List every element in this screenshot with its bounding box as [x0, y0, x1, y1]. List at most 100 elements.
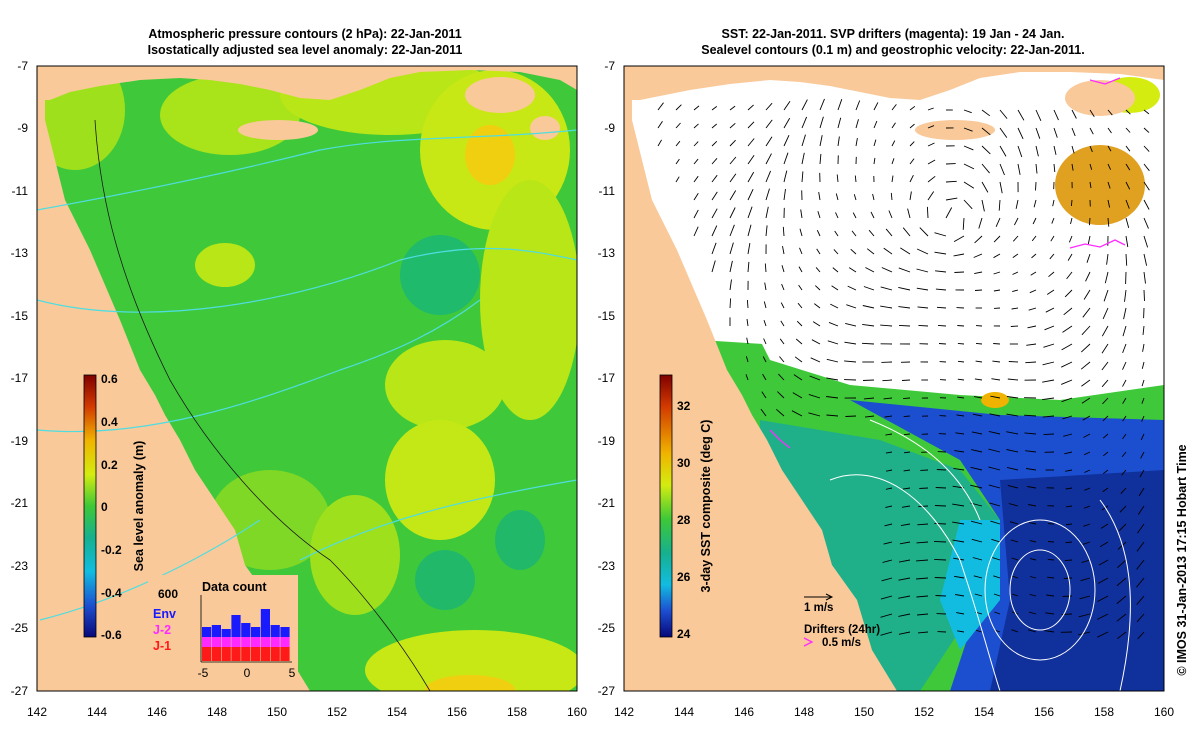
velocity-arrow — [816, 248, 821, 255]
velocity-arrow — [1116, 613, 1127, 622]
velocity-arrow — [991, 378, 1001, 381]
velocity-arrow — [1143, 271, 1146, 284]
velocity-arrow — [974, 235, 983, 244]
velocity-arrow — [1107, 109, 1113, 116]
velocity-arrow — [811, 339, 821, 345]
velocity-arrow — [797, 302, 803, 309]
velocity-arrow — [765, 225, 768, 237]
velocity-arrow — [1046, 594, 1055, 597]
velocity-arrow — [989, 502, 1001, 507]
velocity-arrow — [764, 263, 767, 273]
velocity-arrow — [844, 341, 857, 345]
velocity-arrow — [693, 175, 699, 183]
velocity-arrow — [1143, 163, 1150, 172]
velocity-arrow — [901, 505, 911, 508]
right-islands — [915, 80, 1135, 140]
velocity-arrow — [1066, 271, 1073, 280]
velocity-arrow — [1107, 145, 1112, 152]
velocity-arrow — [1011, 307, 1019, 310]
velocity-arrow — [747, 155, 755, 165]
velocity-arrow — [801, 152, 805, 165]
velocity-arrow — [1116, 577, 1127, 587]
velocity-arrow — [916, 287, 929, 291]
left-x-tick: 160 — [567, 705, 587, 719]
velocity-arrow — [988, 448, 1001, 453]
velocity-arrow — [780, 302, 785, 309]
velocity-arrow — [1031, 253, 1037, 259]
velocity-arrow — [885, 451, 893, 454]
velocity-arrow — [999, 145, 1007, 157]
velocity-arrow — [1080, 343, 1091, 353]
velocity-arrow — [909, 141, 915, 147]
velocity-arrow — [992, 360, 1001, 363]
velocity-arrow — [1043, 433, 1055, 436]
velocity-arrow — [864, 415, 875, 418]
right-x-tick: 156 — [1034, 705, 1054, 719]
velocity-arrow — [1140, 451, 1145, 459]
velocity-arrow — [711, 140, 718, 147]
velocity-arrow — [934, 522, 947, 525]
velocity-arrow — [934, 232, 947, 237]
velocity-arrow — [1136, 577, 1145, 588]
velocity-arrow — [909, 105, 916, 111]
velocity-arrow — [711, 106, 718, 111]
velocity-arrow — [1121, 451, 1127, 458]
velocity-arrow — [729, 224, 735, 237]
velocity-arrow — [837, 136, 840, 147]
velocity-arrow — [1053, 109, 1059, 121]
data-count-bar — [251, 637, 261, 647]
right-x-tick: 148 — [794, 705, 814, 719]
velocity-arrow — [1125, 127, 1131, 133]
velocity-arrow — [988, 484, 1001, 489]
velocity-arrow — [783, 170, 788, 183]
velocity-arrow — [963, 109, 972, 114]
velocity-arrow — [1012, 253, 1019, 258]
left-y-tick: -9 — [17, 121, 28, 135]
velocity-arrow — [808, 393, 821, 399]
velocity-arrow — [1142, 343, 1145, 352]
velocity-arrow — [827, 340, 839, 345]
velocity-arrow — [1012, 235, 1019, 242]
data-count-bar — [280, 637, 290, 647]
velocity-arrow — [884, 523, 893, 527]
velocity-arrow — [1141, 361, 1145, 369]
velocity-arrow — [891, 158, 895, 165]
right-x-axis: 142 144 146 148 150 152 154 156 158 160 — [614, 705, 1174, 719]
velocity-arrow — [993, 271, 1001, 275]
velocity-arrow — [981, 163, 990, 174]
velocity-arrow — [783, 152, 789, 165]
velocity-arrow — [1084, 487, 1091, 491]
velocity-arrow — [1118, 523, 1127, 532]
data-count-x-tick: 5 — [289, 666, 296, 680]
velocity-arrow — [862, 323, 875, 327]
left-y-tick: -27 — [11, 684, 29, 698]
velocity-arrow — [1065, 487, 1073, 490]
velocity-arrow — [826, 377, 839, 381]
velocity-arrow — [927, 142, 935, 147]
velocity-arrow — [848, 267, 857, 273]
right-y-tick: -7 — [604, 59, 615, 73]
velocity-arrow — [1043, 343, 1055, 348]
velocity-arrow — [955, 432, 965, 435]
velocity-arrow — [1065, 541, 1073, 544]
velocity-arrow — [855, 138, 858, 147]
data-count-bar — [241, 647, 251, 661]
velocity-arrow — [873, 120, 878, 129]
velocity-arrow — [902, 227, 911, 237]
velocity-arrow — [885, 433, 893, 436]
velocity-arrow — [1102, 397, 1109, 405]
velocity-arrow — [885, 505, 893, 508]
velocity-arrow — [1102, 307, 1109, 320]
velocity-arrow — [747, 243, 751, 255]
velocity-arrow — [898, 286, 911, 291]
velocity-arrow — [1017, 127, 1024, 140]
sst-tick: 28 — [677, 513, 691, 527]
velocity-arrow — [919, 227, 929, 237]
velocity-arrow — [1065, 469, 1073, 472]
velocity-arrow — [782, 226, 785, 237]
velocity-arrow — [1122, 415, 1127, 422]
data-count-bar — [270, 637, 280, 647]
right-y-tick: -19 — [598, 434, 616, 448]
velocity-arrow — [747, 206, 753, 219]
velocity-arrow — [809, 375, 821, 381]
